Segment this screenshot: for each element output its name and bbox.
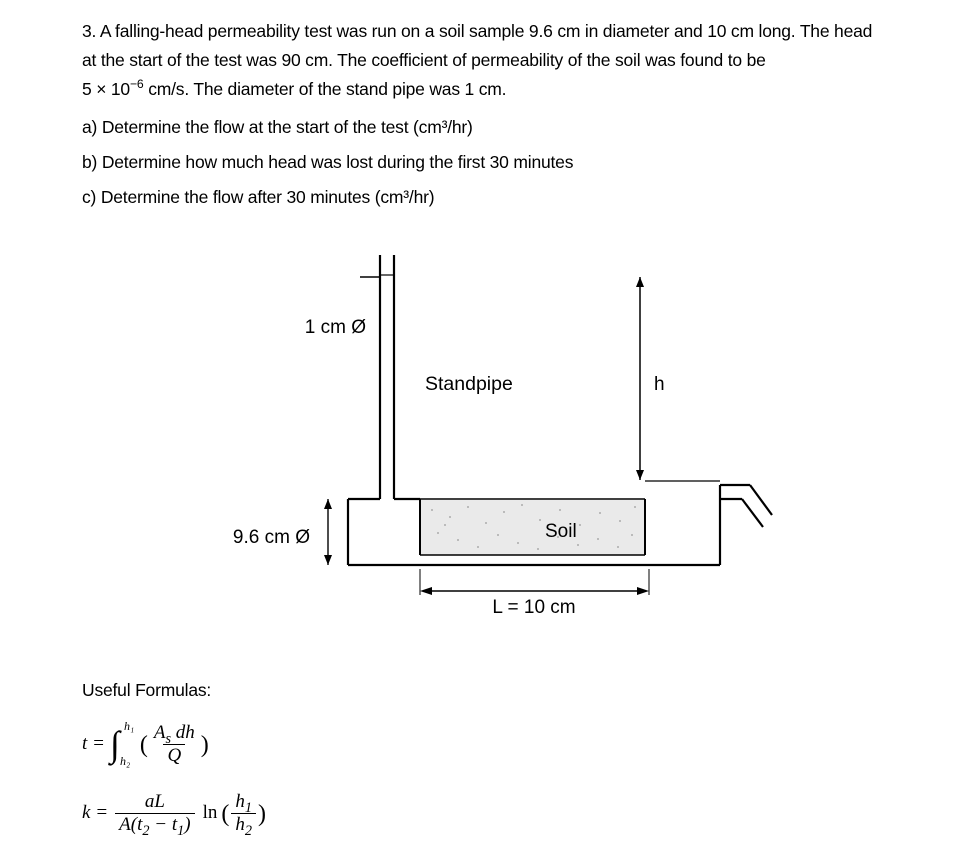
h-num: h [235,791,245,812]
Q: Q [163,744,185,766]
h-den: h [235,814,245,835]
label-L-text: L = 10 cm [492,597,575,615]
ln: ln [203,802,218,824]
part-a: a) Determine the flow at the start of th… [82,117,886,138]
label-soil-text: Soil [545,521,577,542]
dh: dh [171,722,195,743]
formulas-title: Useful Formulas: [82,680,266,701]
int-lower: h₂ [120,754,130,769]
problem-line-3: 5 × 10−6 cm/s. The diameter of the stand… [82,76,886,103]
int-upper: h₁ [124,719,134,734]
apparatus-diagram: 1 cm Ø Standpipe h Soil 9.6 cm [220,255,800,615]
var-k: k [82,802,90,824]
h2-sub: 2 [245,823,252,839]
lparen-1: ( [140,732,148,759]
As: A [154,722,166,743]
label-1cm-text: 1 cm Ø [305,317,366,338]
formula-k: k = aL A(t2 − t1) ln ( h1 h2 ) [82,792,266,835]
t2-sub: 2 [142,823,149,839]
problem-statement: 3. A falling-head permeability test was … [82,18,886,103]
formula-t: t = ∫ h₁ h₂ ( As dh Q ) [82,723,266,766]
equals-1: = [93,733,104,755]
At-pre: A(t [119,814,142,835]
label-standpipe-text: Standpipe [425,373,513,395]
part-b: b) Determine how much head was lost duri… [82,152,886,173]
problem-line-1: 3. A falling-head permeability test was … [82,18,886,45]
problem-line-2: at the start of the test was 90 cm. The … [82,47,886,74]
At-mid: − t [150,814,178,835]
rparen-2: ) [258,801,266,828]
equals-2: = [96,802,107,824]
integral-sign: ∫ h₁ h₂ [110,723,120,765]
part-c: c) Determine the flow after 30 minutes (… [82,187,886,208]
useful-formulas: Useful Formulas: t = ∫ h₁ h₂ ( As dh Q )… [82,680,266,861]
lparen-2: ( [221,801,229,828]
frac-aL-At: aL A(t2 − t1) [115,792,194,835]
At-post: ) [184,814,190,835]
rparen-1: ) [201,732,209,759]
label-96-text: 9.6 cm Ø [233,527,310,548]
frac-h1-h2: h1 h2 [231,792,256,835]
k-value-pre: 5 × 10 [82,79,130,99]
k-value-post: cm/s. The diameter of the stand pipe was… [144,79,507,99]
label-h-text: h [654,374,665,395]
aL: aL [141,792,169,813]
var-t: t [82,733,87,755]
k-value-exp: −6 [130,77,144,91]
frac-Asdh-Q: As dh Q [150,723,199,766]
